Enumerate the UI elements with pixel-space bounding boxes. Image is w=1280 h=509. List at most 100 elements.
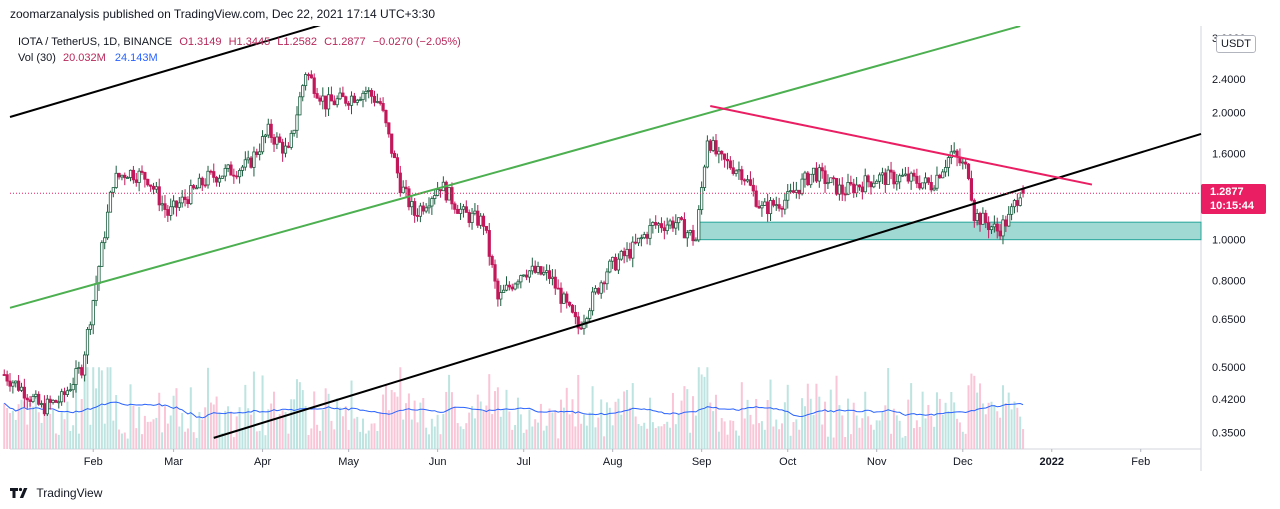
x-tick-label: Nov [867, 456, 887, 468]
x-tick-label: May [338, 456, 359, 468]
bar-countdown: 10:15:44 [1210, 200, 1255, 213]
candle-body [315, 93, 319, 99]
volume-bar [634, 416, 637, 449]
volume-label[interactable]: Vol (30) [18, 52, 56, 64]
candle-body [794, 189, 798, 193]
candle-body [329, 94, 334, 102]
volume-bar [554, 410, 557, 449]
candle-body [120, 174, 124, 178]
candle-body [266, 123, 270, 136]
volume-bar [49, 413, 52, 449]
volume-bar [637, 424, 640, 449]
volume-bar [192, 432, 195, 449]
candle-body [447, 187, 451, 201]
candle-body [611, 256, 615, 262]
volume-bar [849, 434, 852, 449]
candle-body [1018, 197, 1022, 206]
volume-legend[interactable]: Vol (30) 20.032M 24.143M [18, 52, 158, 64]
volume-bar [726, 434, 729, 449]
currency-badge[interactable]: USDT [1216, 35, 1256, 53]
candle-body [321, 95, 325, 102]
candle-body [335, 98, 339, 106]
candle-body [642, 234, 646, 239]
candle-body [895, 181, 899, 185]
volume-bar [732, 420, 735, 449]
volume-bar [697, 367, 700, 449]
candle-body [318, 97, 322, 102]
volume-bar [872, 429, 875, 449]
candle-body [249, 157, 253, 168]
candle-body [550, 276, 555, 279]
volume-bar [152, 419, 155, 449]
candle-body [892, 171, 896, 185]
volume-bar [628, 407, 631, 449]
volume-bar [6, 408, 9, 449]
candle-body [450, 187, 454, 205]
volume-bar [752, 424, 755, 449]
y-tick-label: 1.6000 [1212, 148, 1246, 160]
volume-bar [605, 402, 608, 449]
price-chart[interactable]: 3.00002.40002.00001.60001.00000.80000.65… [0, 26, 1280, 481]
volume-bar [855, 415, 858, 449]
volume-bar [964, 433, 967, 449]
candle-body [229, 164, 233, 176]
candle-body [740, 169, 744, 181]
candle-body [625, 248, 629, 257]
candle-body [85, 329, 90, 356]
volume-bar [442, 413, 445, 449]
volume-bar [284, 412, 287, 449]
volume-bar [459, 426, 462, 449]
volume-bar [471, 406, 474, 449]
candle-body [877, 174, 882, 182]
x-tick-label: Jun [429, 456, 447, 468]
volume-bar [941, 414, 944, 449]
volume-bar [700, 374, 703, 449]
candle-body [576, 316, 580, 329]
candle-body [834, 177, 839, 195]
volume-bar [918, 426, 921, 449]
candle-body [177, 202, 181, 208]
candle-body [588, 310, 592, 319]
candle-body [458, 208, 463, 214]
candle-body [855, 184, 859, 194]
candle-body [189, 185, 193, 205]
candle-body [639, 237, 643, 240]
candle-body [235, 175, 239, 178]
candle-body [476, 210, 480, 226]
volume-bar [703, 376, 706, 449]
candle-body [1007, 213, 1011, 227]
volume-bar [1016, 407, 1019, 449]
candle-body [126, 177, 130, 179]
volume-bar [327, 393, 330, 449]
candle-body [54, 399, 58, 403]
candle-body [843, 193, 847, 196]
footer[interactable]: TradingView [10, 485, 102, 501]
volume-bar [838, 405, 841, 449]
candle-body [987, 222, 991, 231]
volume-bar [890, 433, 893, 449]
volume-bar [956, 418, 959, 449]
volume-bar [580, 423, 583, 449]
volume-bar [950, 391, 953, 449]
volume-bar [287, 433, 290, 449]
candle-body [57, 401, 61, 404]
volume-bar [548, 408, 551, 449]
candle-body [743, 179, 747, 182]
symbol-name[interactable]: IOTA / TetherUS, 1D, BINANCE [18, 36, 173, 48]
volume-bar [485, 405, 488, 449]
volume-bar [390, 390, 393, 449]
candle-body [866, 175, 870, 183]
candle-body [427, 205, 431, 209]
candle-body [969, 178, 974, 201]
candle-body [754, 190, 758, 207]
candle-body [791, 190, 796, 193]
candle-body [372, 95, 377, 103]
tradingview-logo-icon [10, 487, 28, 498]
symbol-legend[interactable]: IOTA / TetherUS, 1D, BINANCE O1.3149 H1.… [18, 36, 461, 48]
candle-body [174, 200, 179, 208]
volume-bar [494, 391, 497, 449]
candle-body [114, 172, 118, 188]
candle-body [361, 92, 365, 101]
volume-bar [54, 433, 57, 449]
candle-body [111, 187, 115, 193]
